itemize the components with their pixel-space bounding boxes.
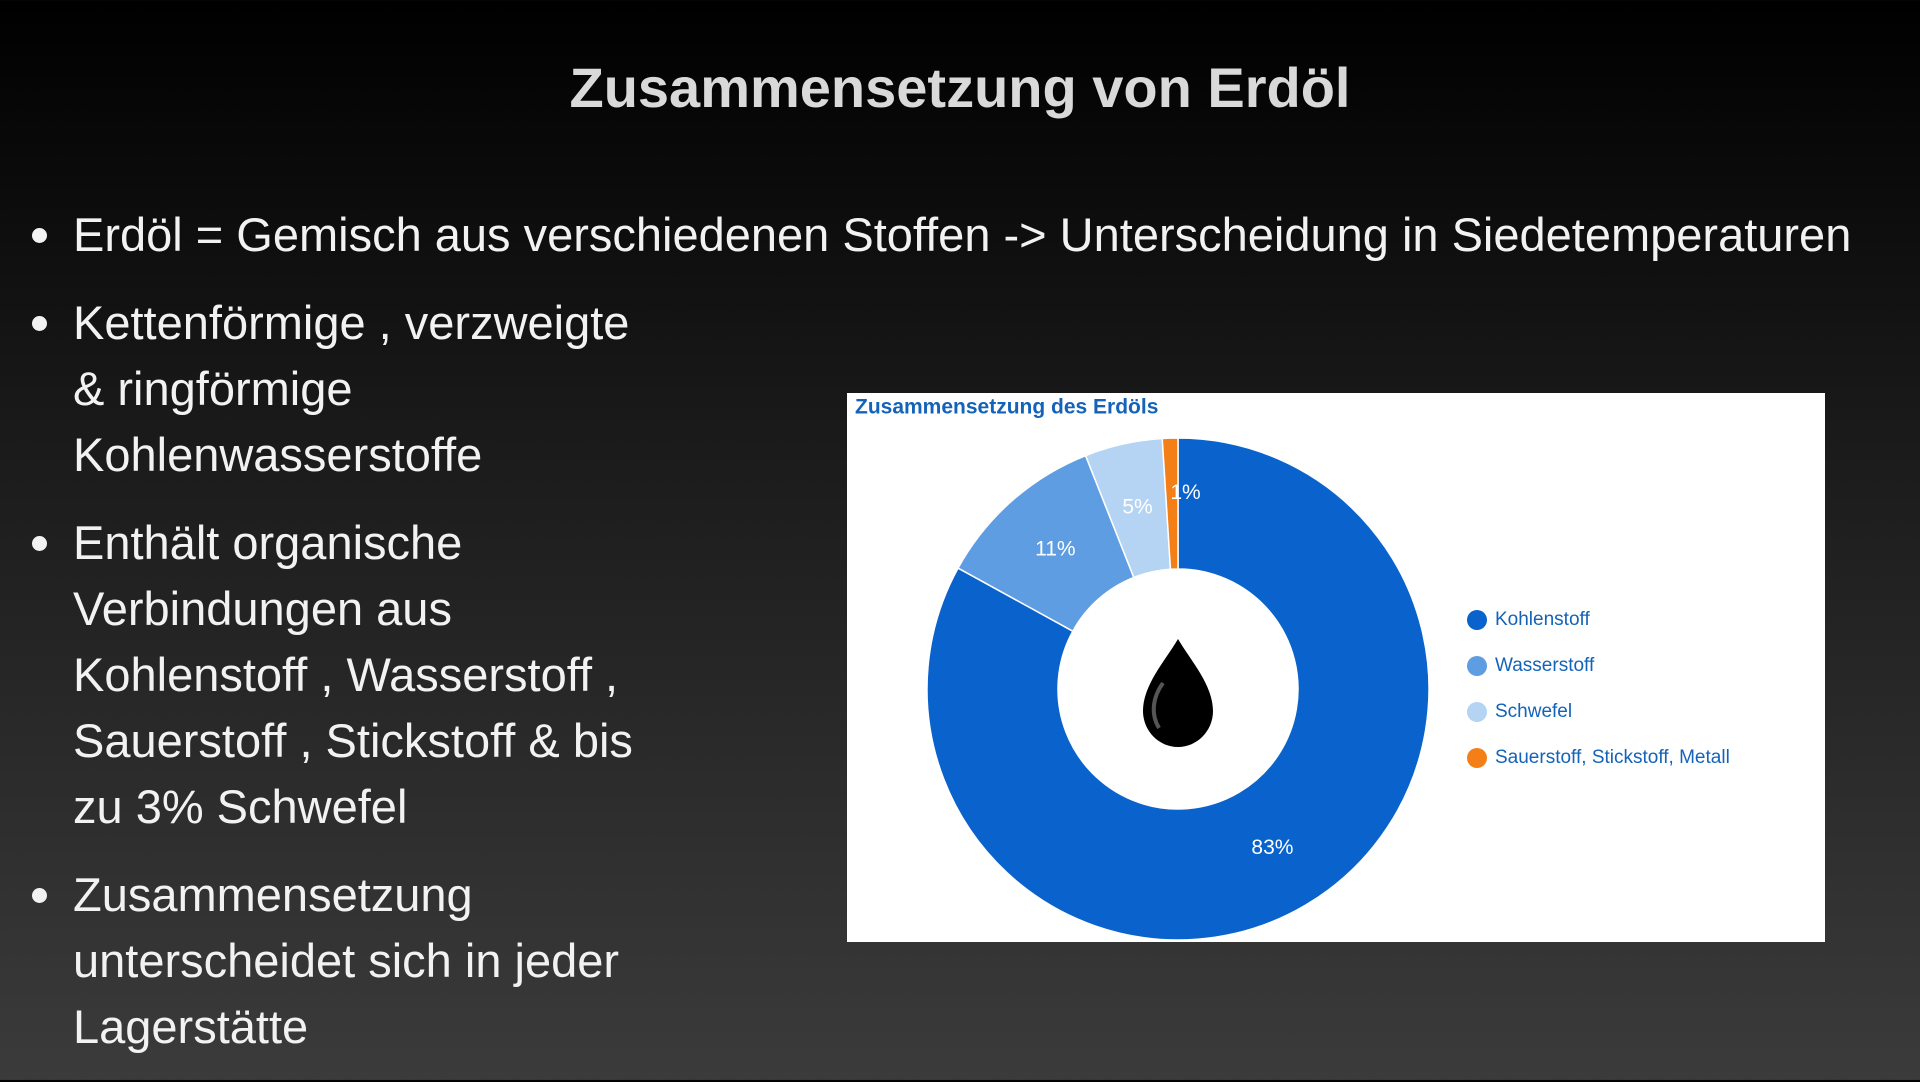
bullet-item: Kettenförmige , verzweigte & ringförmige K… — [0, 290, 1920, 488]
bullet-list: Erdöl = Gemisch aus verschiedenen Stoffe… — [0, 202, 1920, 1082]
oil-drop-icon — [1143, 639, 1213, 747]
oil-drop-highlight — [1151, 681, 1165, 730]
bullet-text: Kohlenstoff , Wasserstoff , — [73, 648, 619, 701]
bullet-text: Kohlenwasserstoffe — [73, 428, 483, 481]
chart-panel: Zusammensetzung des Erdöls 83% 11% 5% 1% Koh… — [847, 393, 1825, 942]
data-label: 83% — [1251, 836, 1293, 859]
bullet-text: Zusammensetzung — [73, 868, 473, 921]
data-label: 1% — [1170, 481, 1200, 504]
bullet-text: zu 3% Schwefel — [73, 780, 408, 833]
legend-label: Kohlenstoff — [1495, 609, 1590, 630]
legend-label: Schwefel — [1495, 701, 1572, 722]
bullet-text: unterscheidet sich in jeder — [73, 934, 620, 987]
data-label: 5% — [1122, 496, 1152, 519]
bullet-item: Zusammensetzung unterscheidet sich in jed… — [0, 862, 1920, 1060]
bullet-item: Erdöl = Gemisch aus verschiedenen Stoffe… — [0, 202, 1920, 268]
bullet-text: Erdöl = Gemisch aus verschiedenen Stoffe… — [73, 208, 1852, 261]
bullet-text: Enthält organische — [73, 516, 463, 569]
chart: Zusammensetzung des Erdöls 83% 11% 5% 1% Koh… — [855, 396, 1730, 941]
legend-marker — [1467, 656, 1487, 676]
bullet-text: & ringförmige — [73, 362, 353, 415]
donut-segment — [1161, 437, 1179, 571]
bullet-text: Kettenförmige , verzweigte — [73, 296, 630, 349]
slide-title: Zusammensetzung von Erdöl — [569, 56, 1351, 119]
donut-segment — [926, 437, 1430, 941]
legend-label: Sauerstoff, Stickstoff, Metall — [1495, 747, 1730, 768]
bullet-text: Verbindungen aus — [73, 582, 452, 635]
legend-label: Wasserstoff — [1495, 655, 1595, 676]
legend-marker — [1467, 748, 1487, 768]
bullet-item: Enthält organische Verbindungen aus Kohlen… — [0, 510, 1920, 840]
legend-marker — [1467, 702, 1487, 722]
bullet-text: Sauerstoff , Stickstoff & bis — [73, 714, 633, 767]
chart-title: Zusammensetzung des Erdöls — [855, 396, 1158, 419]
legend-marker — [1467, 610, 1487, 630]
bullet-text: Lagerstätte — [73, 1000, 309, 1053]
data-label: 11% — [1035, 537, 1075, 560]
